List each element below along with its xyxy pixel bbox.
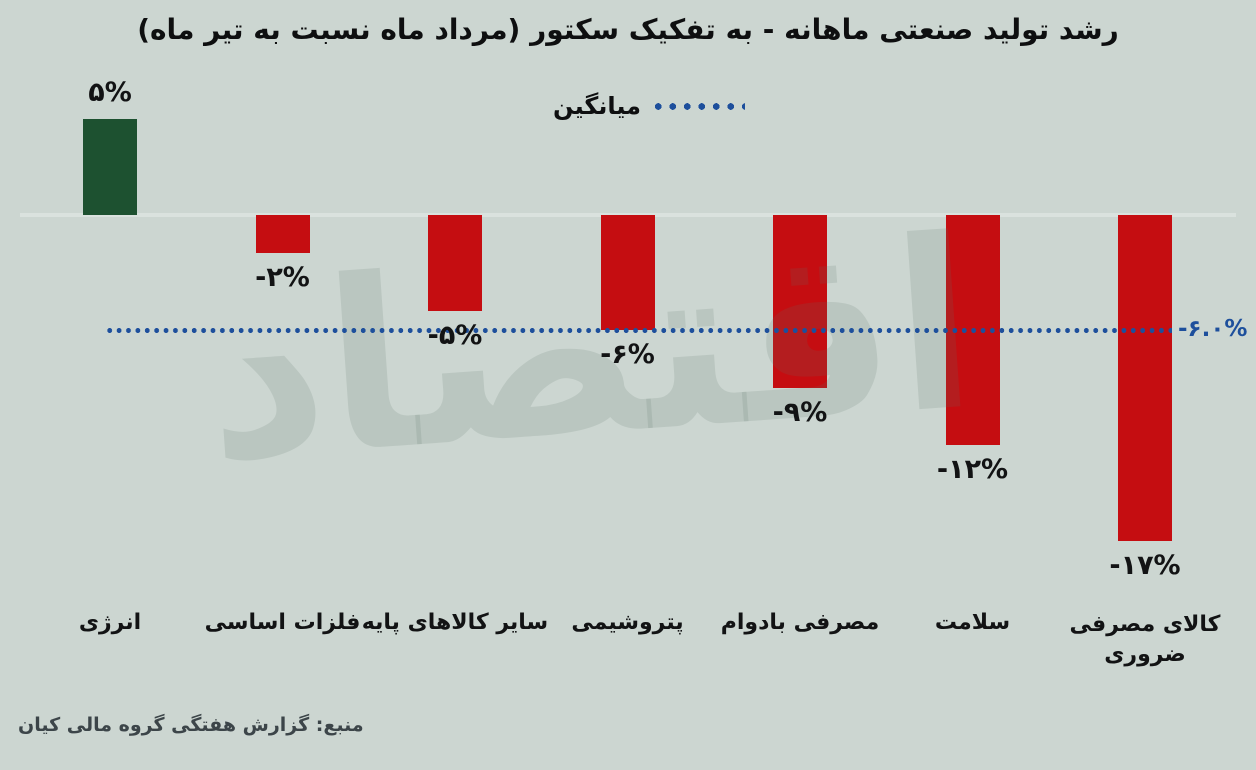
bar-value-label: -۵% — [427, 320, 483, 351]
source-note: منبع: گزارش هفتگی گروه مالی کیان — [18, 714, 364, 736]
bar-energy — [83, 119, 137, 215]
bar-category-label: سایر کالاهای پایه — [361, 610, 549, 635]
bar-value-label: -۹% — [772, 396, 828, 428]
bar-value-label: -۲% — [255, 262, 310, 294]
bar-value-label: -۱۷% — [1109, 550, 1181, 582]
bar-category-label: پتروشیمی — [571, 610, 684, 635]
bar-value-label: ۵% — [88, 77, 132, 108]
bar-category-label: انرژی — [78, 610, 142, 635]
chart-title: رشد تولید صنعتی ماهانه - به تفکیک سکتور … — [137, 13, 1119, 46]
bar-essential-consumer-goods — [1118, 215, 1172, 542]
average-dotted-line — [105, 327, 1172, 334]
bar-value-label: -۱۲% — [936, 454, 1009, 486]
bar-durable-consumer — [773, 215, 827, 388]
bar-value-label: -۶% — [600, 339, 655, 371]
bar-category-label: سلامت — [934, 610, 1011, 635]
bar-other-basic-goods — [428, 215, 482, 311]
bar-category-label: کالای مصرفی ضروری — [1069, 612, 1221, 667]
bar-petrochemical — [600, 215, 655, 331]
average-line-value: -۶.۰% — [1178, 316, 1248, 342]
bar-category-label: مصرفی بادوام — [720, 610, 880, 635]
average-line-legend-swatch — [651, 101, 746, 111]
bar-basic-metals — [255, 215, 310, 254]
legend: میانگین — [553, 92, 746, 120]
legend-label: میانگین — [553, 92, 642, 120]
bar-category-label: فلزات اساسی — [204, 610, 361, 635]
